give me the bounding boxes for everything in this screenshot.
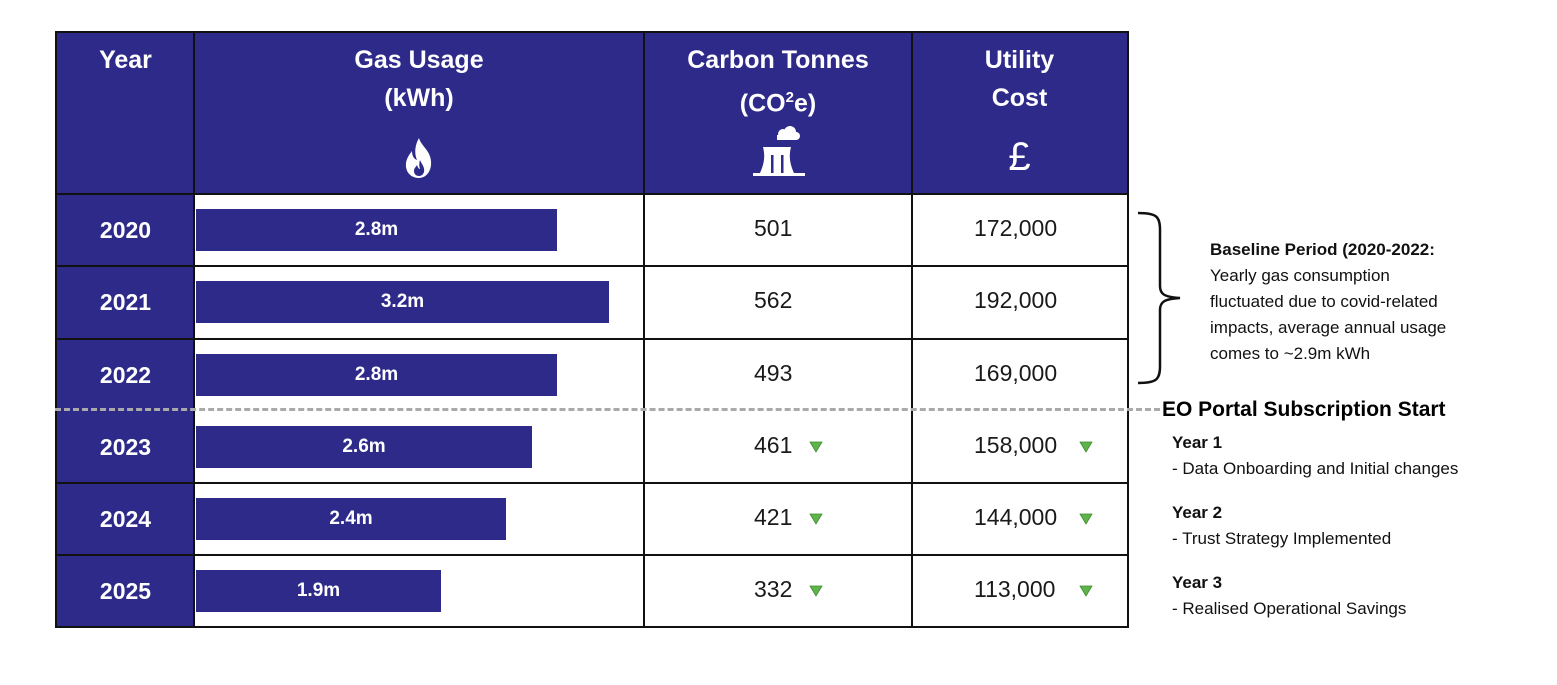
gas-usage-label: 2.6m	[342, 436, 386, 457]
carbon-value: 501	[754, 215, 793, 241]
carbon-decrease-icon	[809, 513, 823, 525]
gas-usage-bar: 2.6m	[196, 426, 532, 468]
gas-usage-label: 2.8m	[354, 219, 399, 240]
grid-vline	[911, 33, 913, 626]
baseline-note-line: comes to ~2.9m kWh	[1210, 344, 1371, 363]
gas-usage-label: 3.2m	[380, 291, 425, 312]
year-label: 2024	[99, 505, 152, 532]
year-label: 2021	[99, 288, 152, 315]
gas-usage-bar: 2.4m	[196, 498, 506, 540]
header-year-label: Year	[99, 46, 152, 74]
header-cost: Utility Cost £	[912, 33, 1127, 194]
portal-year-desc: - Realised Operational Savings	[1172, 599, 1407, 618]
grid-vline	[643, 33, 645, 626]
portal-title: EO Portal Subscription Start	[1162, 398, 1446, 421]
header-cost-line2: Cost	[991, 84, 1048, 112]
cost-value: 192,000	[974, 287, 1058, 313]
baseline-note: Baseline Period (2020-2022: Yearly gas c…	[1210, 237, 1446, 367]
subscription-divider	[55, 408, 1160, 411]
portal-year-title: Year 2	[1172, 503, 1223, 522]
header-gas-line1: Gas Usage	[354, 46, 484, 74]
grid-hline	[57, 482, 1127, 484]
cost-value: 113,000	[974, 576, 1056, 602]
flame-icon	[405, 138, 432, 178]
grid-hline	[57, 193, 1127, 195]
header-gas-usage: Gas Usage (kWh)	[194, 33, 644, 194]
bracket-icon	[1137, 211, 1181, 385]
cost-value: 144,000	[974, 504, 1058, 530]
cost-decrease-icon	[1079, 513, 1093, 525]
pound-sign-icon: £	[1008, 135, 1031, 179]
header-year: Year	[57, 33, 194, 194]
grid-vline	[193, 33, 195, 626]
header-carbon-line2: (CO2e)	[644, 79, 912, 122]
gas-usage-label: 1.9m	[296, 580, 341, 601]
header-carbon-line1: Carbon Tonnes	[687, 46, 869, 74]
header-carbon: Carbon Tonnes (CO2e)	[644, 33, 912, 194]
header-carbon-post: e)	[793, 89, 817, 118]
portal-year-title: Year 1	[1172, 433, 1223, 452]
baseline-note-line: fluctuated due to covid-related	[1210, 292, 1438, 311]
header-carbon-pre: (CO	[739, 89, 786, 118]
grid-hline	[57, 554, 1127, 556]
header-gas-line2: (kWh)	[384, 84, 454, 112]
gas-usage-bar: 2.8m	[196, 209, 557, 251]
carbon-value: 332	[754, 576, 793, 602]
header-carbon-sup: 2	[785, 89, 794, 106]
gas-usage-bar: 3.2m	[196, 281, 609, 323]
portal-year-desc: - Trust Strategy Implemented	[1172, 529, 1392, 548]
portal-year-desc: - Data Onboarding and Initial changes	[1172, 459, 1459, 478]
gas-usage-label: 2.4m	[329, 508, 373, 529]
grid-hline	[57, 338, 1127, 340]
gas-usage-bar: 1.9m	[196, 570, 441, 612]
cost-value: 158,000	[974, 432, 1058, 458]
year-label: 2020	[99, 216, 152, 243]
baseline-note-title: Baseline Period (2020-2022:	[1210, 240, 1435, 259]
cost-value: 169,000	[974, 360, 1058, 386]
carbon-value: 421	[754, 504, 793, 530]
data-table: Year Gas Usage (kWh) Carbon Tonnes (CO2e…	[55, 31, 1129, 628]
year-label: 2023	[99, 433, 152, 460]
cost-value: 172,000	[974, 215, 1058, 241]
year-label: 2025	[99, 577, 152, 604]
gas-usage-bar: 2.8m	[196, 354, 557, 396]
power-plant-icon	[753, 126, 805, 176]
portal-year-title: Year 3	[1172, 573, 1223, 592]
header-cost-line1: Utility	[984, 46, 1055, 74]
carbon-value: 493	[754, 360, 793, 386]
carbon-value: 562	[754, 287, 793, 313]
cost-decrease-icon	[1079, 585, 1093, 597]
grid-hline	[57, 265, 1127, 267]
gas-usage-label: 2.8m	[354, 364, 399, 385]
baseline-note-line: Yearly gas consumption	[1210, 266, 1390, 285]
table-header	[57, 33, 1127, 194]
carbon-decrease-icon	[809, 441, 823, 453]
year-label: 2022	[99, 361, 152, 388]
cost-decrease-icon	[1079, 441, 1093, 453]
baseline-note-line: impacts, average annual usage	[1210, 318, 1447, 337]
carbon-decrease-icon	[809, 585, 823, 597]
carbon-value: 461	[754, 432, 793, 458]
